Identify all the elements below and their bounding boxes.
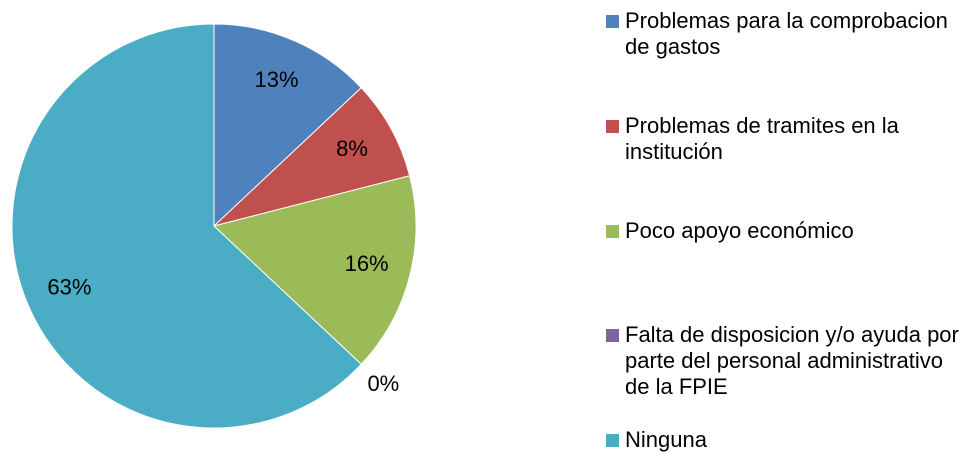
pie-slice bbox=[212, 175, 417, 365]
legend-label: Problemas de tramites en la institución bbox=[625, 113, 899, 164]
legend-item: Falta de disposicion y/o ayuda por parte… bbox=[606, 322, 961, 400]
legend-label: Ninguna bbox=[625, 427, 707, 452]
pie-slice bbox=[213, 87, 411, 227]
legend-item: Ninguna bbox=[606, 427, 961, 452]
data-label: 8% bbox=[336, 136, 368, 161]
data-label: 63% bbox=[47, 274, 91, 299]
legend-item: Poco apoyo económico bbox=[606, 218, 961, 244]
pie-slice bbox=[11, 23, 362, 429]
legend-swatch bbox=[606, 434, 619, 447]
legend-swatch bbox=[606, 225, 619, 238]
data-label: 0% bbox=[367, 371, 399, 396]
legend-item: Problemas de tramites en la institución bbox=[606, 113, 961, 165]
data-label: 13% bbox=[255, 67, 299, 92]
legend-swatch bbox=[606, 15, 619, 28]
legend-label: Falta de disposicion y/o ayuda por parte… bbox=[625, 322, 959, 399]
legend-item: Problemas para la comprobacion de gastos bbox=[606, 8, 961, 60]
legend-swatch bbox=[606, 329, 619, 342]
data-label: 16% bbox=[345, 251, 389, 276]
pie-slice bbox=[213, 23, 362, 228]
legend-swatch bbox=[606, 120, 619, 133]
legend-label: Poco apoyo económico bbox=[625, 218, 854, 243]
legend-label: Problemas para la comprobacion de gastos bbox=[625, 8, 948, 59]
